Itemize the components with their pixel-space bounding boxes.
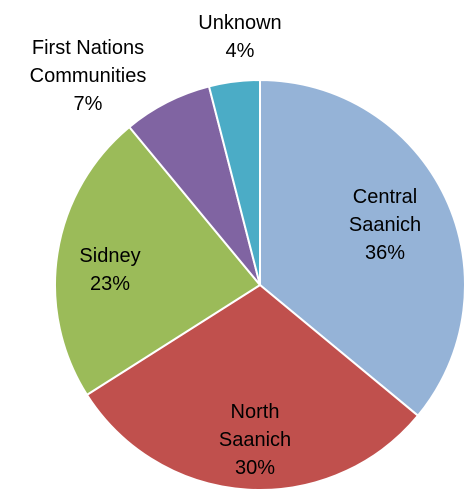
slice-label: Sidney 23%: [65, 242, 155, 298]
slice-label: First Nations Communities 7%: [13, 34, 163, 118]
value-label: 4%: [225, 40, 255, 62]
category-label: Sidney: [79, 245, 141, 267]
value-label: 7%: [73, 93, 103, 115]
slice: [259, 78, 465, 418]
value-label: 36%: [364, 242, 406, 264]
slice: [85, 283, 420, 491]
category-label: Unknown: [198, 12, 282, 34]
value-label: 23%: [89, 273, 131, 295]
slice-label: North Saanich 30%: [210, 398, 300, 482]
slice-label: Unknown 4%: [180, 9, 300, 65]
slice: [207, 78, 261, 286]
category-label: Central Saanich: [348, 186, 422, 236]
category-label: First Nations Communities: [29, 37, 147, 87]
slice-label: Central Saanich 36%: [340, 183, 430, 267]
category-label: North Saanich: [218, 401, 292, 451]
slice: [54, 125, 262, 397]
value-label: 30%: [234, 457, 276, 479]
